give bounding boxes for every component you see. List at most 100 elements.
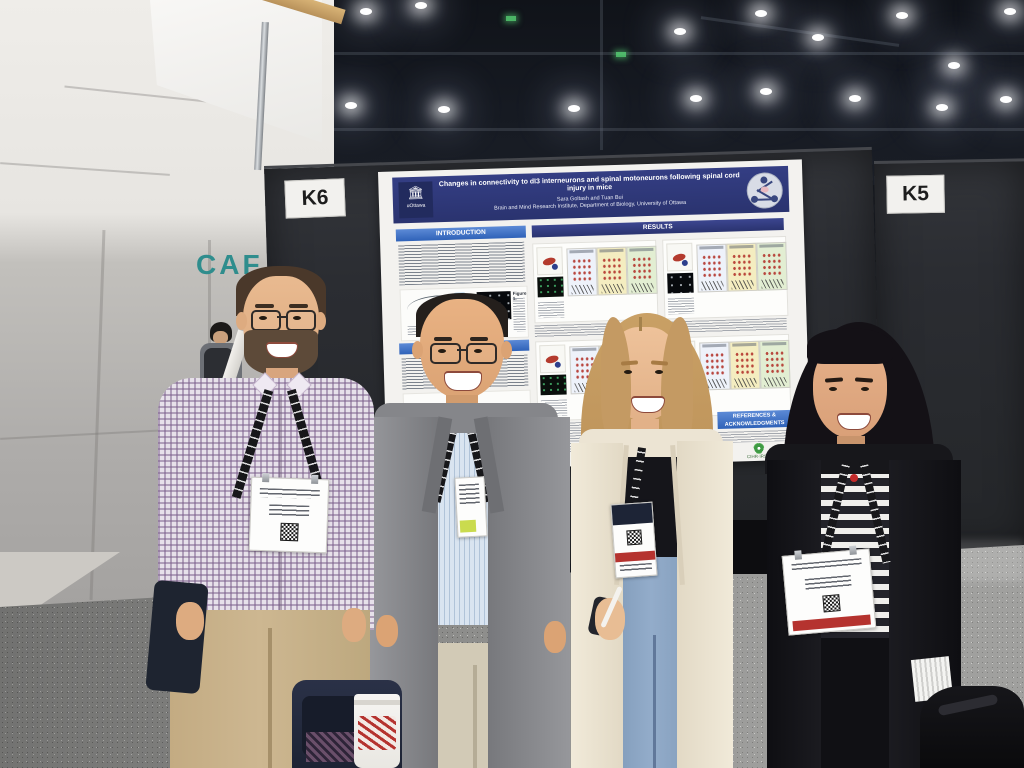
person-woman-cream-blazer — [565, 305, 740, 768]
network-emblem-icon — [746, 172, 784, 210]
eyebrow — [434, 337, 452, 341]
eye — [829, 387, 837, 391]
ear — [501, 341, 512, 359]
trouser-seam — [268, 628, 272, 768]
panel-plot-blue — [566, 247, 598, 297]
hand — [376, 615, 398, 647]
badge-clip — [311, 474, 319, 484]
ceiling-light — [936, 104, 948, 111]
trouser-seam — [473, 665, 477, 768]
hair-side — [661, 317, 693, 447]
ceiling-light — [812, 34, 824, 41]
emblem-node — [770, 195, 779, 203]
emblem-node — [750, 195, 759, 203]
bag-highlight — [937, 693, 999, 717]
badge-red-stripe — [614, 550, 656, 563]
conference-badge — [781, 545, 877, 636]
glasses-bridge — [457, 349, 466, 351]
ceiling-light — [896, 12, 908, 19]
badge-red-stripe — [792, 614, 871, 632]
badge-text — [458, 483, 480, 507]
hair-part — [639, 317, 642, 331]
ceiling-truss — [700, 16, 900, 47]
university-logo: 🏛 uOttawa — [398, 181, 434, 219]
ceiling-light — [1004, 8, 1016, 15]
badge-header — [791, 558, 862, 573]
badge-name — [804, 575, 852, 592]
panel-plot-green — [626, 245, 658, 295]
ceiling-light — [690, 95, 702, 102]
section-introduction: INTRODUCTION — [395, 225, 527, 242]
eye — [293, 316, 301, 320]
panel-plot-blue — [696, 243, 728, 293]
badge-dark-band — [611, 502, 653, 526]
visitor-face — [213, 331, 228, 344]
panel-plot-yellow — [726, 242, 758, 292]
emblem-brain — [760, 186, 769, 193]
eye — [861, 387, 869, 391]
ear — [412, 341, 423, 359]
badge-clip — [849, 545, 857, 556]
ceiling-light — [345, 102, 357, 109]
ceiling-light — [760, 88, 772, 95]
glasses-lens — [286, 310, 316, 331]
badge-qr-code — [626, 529, 643, 546]
ceiling-light — [568, 105, 580, 112]
blazer-right — [677, 441, 733, 768]
badge-clip — [262, 473, 270, 483]
hand — [342, 608, 366, 642]
glasses-lens — [466, 343, 497, 364]
wall-seam — [0, 162, 170, 176]
person-man-gray-suit — [370, 285, 570, 768]
eyebrow — [289, 304, 308, 308]
ear — [236, 312, 247, 330]
panel-schematic — [536, 246, 564, 276]
badge-qr-code — [822, 594, 841, 613]
black-bag — [920, 686, 1024, 768]
ceiling-light — [1000, 96, 1012, 103]
badge-header — [259, 487, 320, 500]
conference-badge — [610, 501, 658, 579]
board-label-k6: K6 — [284, 178, 346, 219]
ceiling-light — [948, 62, 960, 69]
exit-sign — [616, 52, 626, 57]
bag-pattern — [306, 732, 356, 762]
ceiling-light — [755, 10, 767, 17]
ceiling-light — [849, 95, 861, 102]
eye — [655, 370, 663, 374]
badge-text — [619, 562, 653, 574]
panel-schematic — [666, 242, 694, 272]
eyebrow — [255, 304, 274, 308]
panel-microscopy — [667, 272, 694, 294]
panel-plot-green — [756, 241, 788, 291]
smile — [444, 371, 482, 391]
ceiling-light — [674, 28, 686, 35]
badge-qr-code — [280, 522, 299, 542]
glasses-lens — [251, 310, 281, 331]
coffee-cup — [354, 694, 400, 768]
hair-fringe — [807, 328, 893, 364]
ceiling-truss — [600, 0, 603, 150]
ear — [315, 312, 326, 330]
eye — [474, 349, 482, 353]
ceiling-truss — [290, 52, 1024, 55]
red-pin — [850, 474, 858, 482]
university-logo-text: uOttawa — [406, 202, 426, 210]
wall-seam — [89, 230, 106, 600]
suit-right — [488, 417, 570, 768]
panel-plot-yellow — [596, 246, 628, 296]
ceiling-light — [415, 2, 427, 9]
eye — [438, 349, 446, 353]
board-label-k5: K5 — [886, 174, 945, 214]
university-building-icon: 🏛 — [407, 184, 425, 201]
glasses-lens — [430, 343, 461, 364]
person-woman-black-blazer — [755, 320, 975, 768]
intro-text — [398, 241, 526, 286]
ceiling-truss — [330, 128, 1024, 131]
section-results: RESULTS — [531, 217, 784, 238]
badge-yellow-patch — [459, 519, 477, 533]
exit-sign — [506, 16, 516, 21]
hand — [176, 602, 204, 640]
ceiling-light — [438, 106, 450, 113]
eye — [259, 316, 267, 320]
